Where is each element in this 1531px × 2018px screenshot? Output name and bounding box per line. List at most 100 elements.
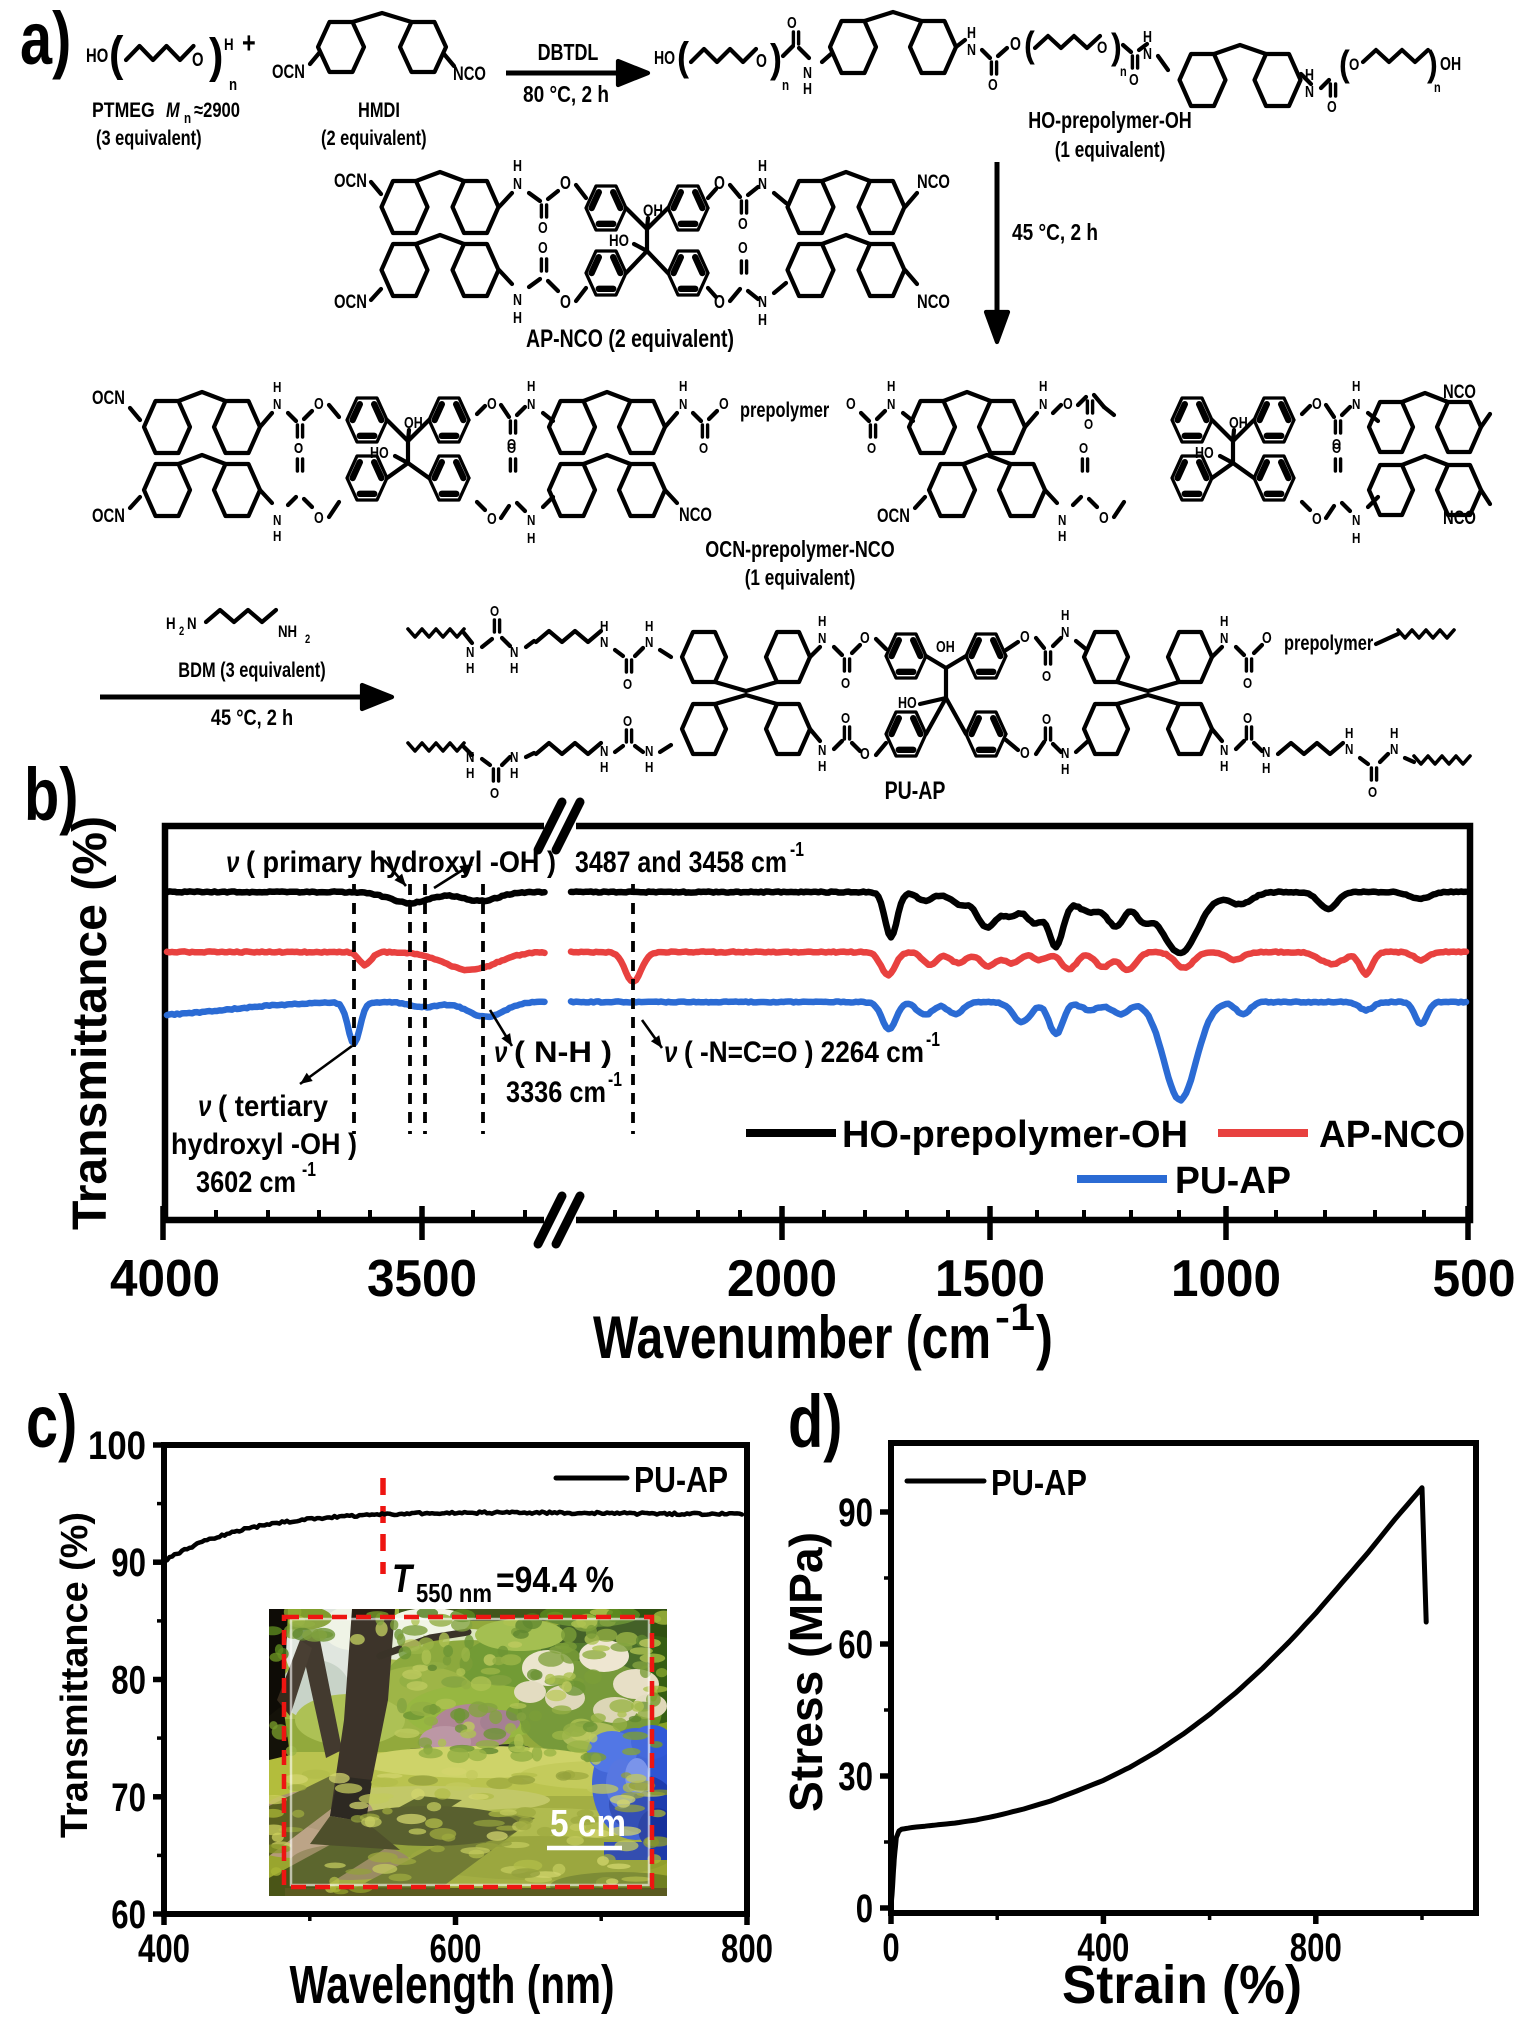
svg-text:N: N [600, 743, 608, 760]
svg-text:prepolymer: prepolymer [1284, 632, 1373, 655]
svg-text:O: O [1332, 436, 1341, 453]
svg-text:O: O [714, 173, 725, 193]
svg-text:N: N [527, 512, 535, 529]
svg-text:O: O [1368, 784, 1377, 801]
svg-text:N: N [645, 634, 653, 651]
svg-text:O: O [714, 292, 725, 312]
svg-text:O: O [1020, 629, 1030, 646]
svg-text:500: 500 [1433, 1250, 1516, 1308]
svg-text:NCO: NCO [917, 292, 950, 313]
svg-text:H: H [679, 378, 687, 395]
svg-text:45 °C, 2 h: 45 °C, 2 h [211, 705, 293, 730]
svg-text:H: H [1058, 528, 1066, 545]
svg-text:O: O [560, 173, 571, 193]
svg-text:H: H [645, 618, 653, 635]
svg-text:O: O [538, 240, 548, 257]
svg-text:70: 70 [111, 1776, 146, 1820]
svg-text:): ) [770, 37, 782, 81]
svg-text:2: 2 [179, 624, 184, 638]
svg-text:≈2900: ≈2900 [194, 99, 240, 122]
svg-text:O: O [988, 77, 998, 94]
svg-text:N: N [513, 176, 522, 193]
svg-text:H: H [1039, 378, 1047, 395]
svg-text:OH: OH [1229, 415, 1248, 432]
svg-text:O: O [1262, 630, 1272, 647]
svg-text:H: H [803, 81, 812, 98]
svg-text:HO: HO [370, 445, 389, 462]
svg-text:N: N [758, 294, 767, 311]
svg-text:800: 800 [1290, 1926, 1342, 1970]
svg-text:O: O [314, 396, 324, 413]
svg-text:HO-prepolymer-OH: HO-prepolymer-OH [842, 1114, 1188, 1156]
svg-text:c): c) [26, 1380, 77, 1463]
svg-text:N: N [527, 396, 535, 413]
svg-text:( N-H ): ( N-H ) [514, 1036, 612, 1069]
svg-text:(1 equivalent): (1 equivalent) [745, 565, 856, 590]
svg-text:0: 0 [856, 1887, 873, 1931]
svg-text:N: N [1262, 744, 1270, 761]
svg-text:NCO: NCO [917, 172, 950, 193]
svg-text:n: n [229, 75, 237, 94]
svg-text:O: O [1243, 710, 1252, 727]
svg-text:N: N [887, 396, 895, 413]
svg-text:H: H [1352, 530, 1360, 547]
svg-text:O: O [1020, 745, 1030, 762]
svg-text:O: O [294, 440, 303, 457]
svg-text:OH: OH [643, 201, 663, 220]
svg-text:400: 400 [138, 1927, 190, 1971]
svg-text:(3 equivalent): (3 equivalent) [96, 127, 202, 150]
svg-text:H: H [645, 759, 653, 776]
svg-text:N: N [1058, 512, 1066, 529]
svg-text:-1: -1 [926, 1029, 940, 1051]
svg-text:OCN: OCN [877, 506, 910, 527]
svg-text:n: n [782, 77, 789, 94]
svg-text:n: n [1120, 63, 1127, 79]
svg-text:Transmittance (%): Transmittance (%) [64, 816, 117, 1230]
svg-text:(: ( [1024, 24, 1035, 65]
svg-text:H: H [600, 759, 608, 776]
svg-text:400: 400 [1077, 1926, 1129, 1970]
svg-text:HMDI: HMDI [358, 99, 400, 122]
svg-text:H: H [527, 530, 535, 547]
svg-text:H: H [600, 618, 608, 635]
svg-text:prepolymer: prepolymer [740, 399, 829, 422]
svg-text:PU-AP: PU-AP [1175, 1160, 1291, 1202]
svg-text:( tertiary: ( tertiary [218, 1090, 328, 1123]
svg-text:ν: ν [198, 1090, 212, 1123]
svg-text:N: N [818, 742, 826, 759]
svg-text:Strain (%): Strain (%) [1062, 1955, 1302, 2015]
svg-text:O: O [1099, 510, 1109, 527]
svg-text:1500: 1500 [935, 1250, 1045, 1308]
svg-text:H: H [224, 35, 234, 54]
svg-text:-1: -1 [608, 1069, 622, 1091]
svg-text:H: H [1262, 760, 1270, 777]
svg-text:H: H [166, 614, 176, 633]
svg-text:OH: OH [404, 415, 423, 432]
svg-text:O: O [1129, 72, 1139, 89]
svg-text:N: N [1143, 46, 1152, 63]
svg-text:ν: ν [494, 1036, 508, 1069]
svg-text:O: O [1063, 396, 1073, 413]
svg-text:4000: 4000 [110, 1250, 220, 1308]
svg-text:N: N [967, 42, 976, 59]
svg-text:BDM (3 equivalent): BDM (3 equivalent) [178, 659, 325, 682]
svg-text:N: N [1061, 745, 1069, 762]
svg-text:OCN-prepolymer-NCO: OCN-prepolymer-NCO [705, 536, 894, 562]
svg-text:H: H [1220, 758, 1228, 775]
svg-text:n: n [184, 110, 191, 127]
svg-text:N: N [466, 749, 474, 766]
svg-text:O: O [787, 15, 797, 32]
svg-text:N: N [818, 630, 826, 647]
svg-text:NCO: NCO [453, 64, 486, 85]
svg-text:H: H [273, 528, 281, 545]
svg-text:Transmittance (%): Transmittance (%) [54, 1512, 96, 1838]
svg-text:600: 600 [430, 1927, 482, 1971]
svg-text:O: O [314, 510, 324, 527]
svg-text:PU-AP: PU-AP [885, 777, 946, 805]
svg-text:O: O [841, 675, 850, 692]
svg-text:O: O [487, 396, 497, 413]
svg-text:O: O [860, 746, 870, 763]
svg-text:80: 80 [111, 1659, 146, 1703]
svg-text:(2 equivalent): (2 equivalent) [321, 127, 427, 150]
svg-text:O: O [1312, 511, 1322, 528]
